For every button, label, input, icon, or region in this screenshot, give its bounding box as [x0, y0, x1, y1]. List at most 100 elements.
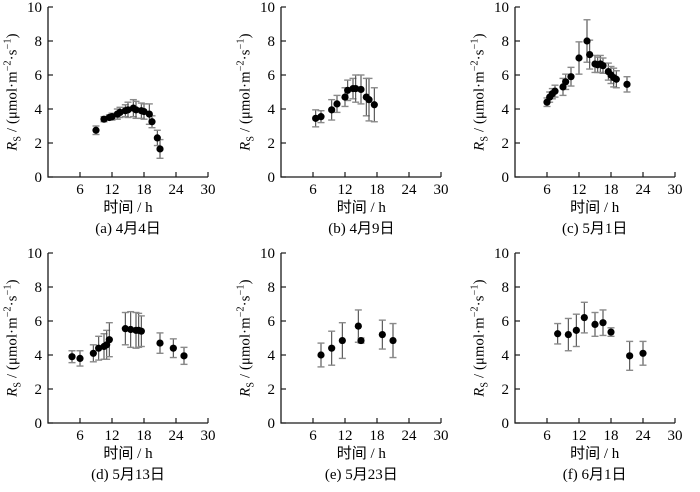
x-tick-label: 18 — [370, 428, 385, 444]
data-point — [145, 110, 153, 118]
data-point — [328, 106, 336, 114]
panel-caption: (a) 4月4日 — [95, 221, 161, 237]
data-point — [76, 354, 84, 362]
y-tick-label: 4 — [501, 348, 509, 364]
data-point — [127, 325, 135, 333]
x-tick-label: 18 — [370, 182, 385, 198]
y-tick-label: 0 — [35, 170, 43, 186]
data-point — [333, 100, 341, 108]
data-point — [575, 54, 583, 62]
x-axis-label: 时间 / h — [336, 200, 386, 216]
x-tick-label: 30 — [201, 428, 216, 444]
x-tick-label: 18 — [603, 182, 618, 198]
data-point — [585, 51, 593, 59]
y-tick-label: 10 — [260, 0, 275, 16]
y-tick-label: 4 — [35, 102, 43, 118]
ylabel-variable: R — [471, 141, 488, 151]
data-point — [607, 327, 615, 336]
data-point — [551, 87, 559, 95]
y-axis-label: RS / (μmol·m−2·s−1) — [235, 33, 257, 151]
y-tick-label: 8 — [501, 34, 509, 50]
y-tick-label: 10 — [494, 246, 509, 262]
subplot-c: 6 12 18 24 30 0 2 4 6 8 10 RS / (μmol·m−2·s−1) 时间 … — [467, 0, 700, 246]
y-tick-label: 0 — [35, 416, 43, 432]
panel-caption: (f) 6月1日 — [562, 466, 627, 483]
x-tick-label: 30 — [434, 428, 449, 444]
data-point — [341, 93, 349, 101]
y-tick-label: 10 — [260, 246, 275, 262]
x-axis-label: 时间 / h — [103, 200, 153, 216]
panel-caption: (c) 5月1日 — [561, 221, 628, 237]
y-tick-label: 2 — [35, 136, 43, 152]
axes-spines — [47, 7, 208, 178]
x-tick-label: 24 — [169, 182, 185, 198]
panel-caption: (d) 5月13日 — [91, 466, 165, 483]
data-point — [148, 118, 156, 126]
x-tick-label: 6 — [310, 182, 318, 198]
x-tick-label: 30 — [667, 182, 682, 198]
ylabel-variable: R — [4, 387, 21, 397]
x-tick-label: 18 — [603, 428, 618, 444]
axes-spines — [514, 7, 675, 178]
y-tick-label: 2 — [35, 382, 43, 398]
x-tick-label: 12 — [105, 182, 120, 198]
y-axis-label: RS / (μmol·m−2·s−1) — [469, 33, 491, 151]
x-tick-label: 12 — [338, 428, 353, 444]
data-point — [599, 318, 607, 326]
y-tick-label: 8 — [268, 280, 276, 296]
y-tick-label: 6 — [268, 314, 276, 330]
y-axis-label: RS / (μmol·m−2·s−1) — [2, 33, 24, 151]
data-point — [623, 80, 631, 88]
data-point — [365, 96, 373, 104]
y-tick-label: 0 — [268, 170, 276, 186]
x-tick-label: 6 — [543, 428, 551, 444]
y-axis-label: RS / (μmol·m−2·s−1) — [2, 278, 24, 397]
y-tick-label: 6 — [35, 314, 43, 330]
subplot-b: 6 12 18 24 30 0 2 4 6 8 10 RS / (μmol·m−2·s−1) 时间 … — [233, 0, 466, 246]
subplot-d: 6 12 18 24 30 0 2 4 6 8 10 RS / (μmol·m−2·s−1) 时间 … — [0, 246, 233, 492]
y-tick-label: 10 — [494, 0, 509, 16]
axes-spines — [47, 252, 208, 424]
y-tick-label: 8 — [35, 280, 43, 296]
data-point — [612, 75, 620, 83]
y-tick-label: 10 — [27, 246, 42, 262]
ylabel-variable: R — [471, 387, 488, 397]
x-tick-label: 6 — [76, 182, 84, 198]
subplot-a: 6 12 18 24 30 0 2 4 6 8 10 RS / (μmol·m−2·s−1) 时间 … — [0, 0, 233, 246]
y-tick-label: 10 — [27, 0, 42, 16]
data-point — [389, 336, 397, 344]
ylabel-variable: R — [237, 141, 254, 151]
y-tick-label: 6 — [501, 68, 509, 84]
x-tick-label: 30 — [434, 182, 449, 198]
axes-spines — [514, 252, 675, 424]
panel-caption: (e) 5月23日 — [324, 466, 398, 483]
data-point — [599, 62, 607, 70]
x-axis-label: 时间 / h — [570, 200, 620, 216]
x-tick-label: 30 — [667, 428, 682, 444]
data-point — [357, 336, 365, 344]
data-point — [583, 37, 591, 45]
data-point — [108, 113, 116, 121]
data-point — [572, 326, 580, 334]
y-tick-label: 4 — [268, 348, 276, 364]
y-tick-label: 0 — [501, 416, 509, 432]
x-tick-label: 24 — [169, 428, 185, 444]
subplot-f: 6 12 18 24 30 0 2 4 6 8 10 RS / (μmol·m−2·s−1) 时间 … — [467, 246, 700, 492]
data-point — [352, 85, 360, 93]
data-point — [92, 126, 100, 134]
x-tick-label: 6 — [76, 428, 84, 444]
y-tick-label: 0 — [268, 416, 276, 432]
x-tick-label: 18 — [137, 428, 152, 444]
y-tick-label: 2 — [268, 136, 276, 152]
y-tick-label: 2 — [268, 382, 276, 398]
x-axis-label: 时间 / h — [336, 445, 386, 462]
x-tick-label: 12 — [571, 428, 586, 444]
data-point — [156, 339, 164, 347]
ylabel-variable: R — [4, 141, 21, 151]
data-point — [89, 349, 97, 357]
